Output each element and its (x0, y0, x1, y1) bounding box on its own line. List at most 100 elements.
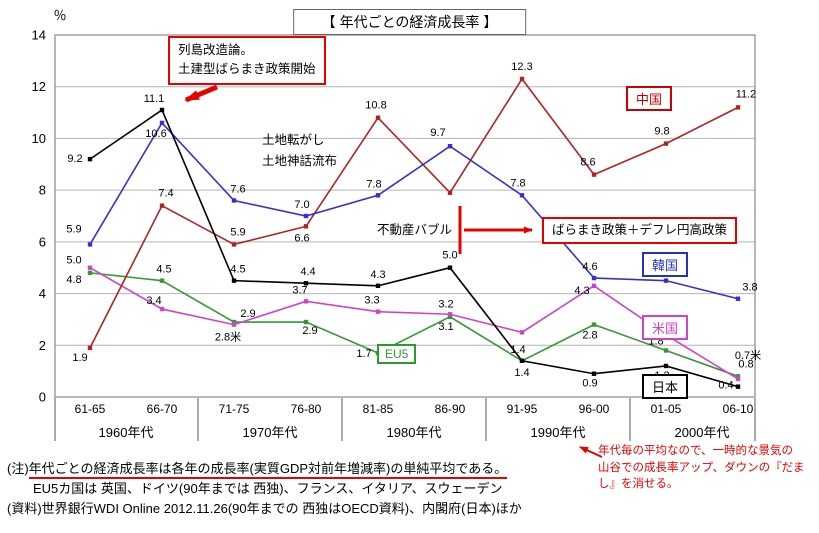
y-tick-label: 6 (39, 234, 46, 249)
note-line-3: (資料)世界銀行WDI Online 2012.11.26(90年までの 西独は… (7, 501, 522, 516)
series-label-japan: 日本 (642, 374, 689, 399)
x-tick-label: 01-05 (651, 402, 682, 416)
chart-title: 【 年代ごとの経済成長率 】 (292, 9, 527, 35)
data-value-label: 3.2 (438, 298, 453, 310)
data-point-日本 (159, 107, 165, 113)
data-value-label: 0.8 (738, 358, 753, 370)
data-value-label: 4.3 (574, 285, 589, 297)
y-tick-label: 10 (32, 131, 46, 146)
data-point-米国 (735, 376, 741, 382)
data-value-label: 10.8 (365, 100, 386, 112)
data-value-label: 5.9 (230, 226, 245, 238)
y-tick-label: 4 (39, 286, 46, 301)
data-value-label: 1.9 (72, 352, 87, 364)
annotation-retto-box: 列島改造論。 土建型ばらまき政策開始 (168, 36, 326, 85)
data-point-韓国 (231, 198, 237, 203)
data-value-label: 4.5 (230, 264, 245, 276)
data-point-日本 (519, 358, 525, 363)
data-point-韓国 (303, 213, 309, 219)
data-value-label: 1.7 (356, 348, 371, 360)
data-value-label: 7.0 (294, 199, 309, 211)
data-point-韓国 (375, 193, 381, 198)
data-point-EU5 (87, 270, 93, 276)
data-value-label: 8.6 (580, 157, 595, 169)
data-value-label: 9.8 (654, 126, 669, 138)
data-value-label: 10.6 (145, 128, 166, 140)
data-value-label: 3.8 (742, 282, 757, 294)
data-value-label: 5.0 (442, 250, 457, 262)
data-point-日本 (231, 278, 237, 283)
data-value-label: 4.6 (582, 261, 597, 273)
data-point-EU5 (303, 319, 309, 325)
data-point-米国 (519, 330, 525, 335)
data-point-日本 (735, 384, 741, 389)
data-value-label: 11.2 (736, 88, 757, 100)
data-value-label: 4.5 (156, 264, 171, 276)
data-point-韓国 (519, 193, 525, 198)
annotation-baramaki-box: ばらまき政策＋デフレ円高政策 (542, 217, 738, 245)
annotation-tochi-korogashi: 土地転がし (262, 133, 325, 147)
handwritten-note-red: 年代毎の平均なので、一時的な景気の 山谷での成長率アップ、ダウンの『だま し』を… (598, 443, 816, 493)
data-point-日本 (591, 371, 597, 376)
decade-label: 1990年代 (531, 425, 586, 440)
x-tick-label: 61-65 (75, 402, 106, 416)
y-tick-label: 0 (39, 390, 46, 405)
plot-border (54, 34, 756, 398)
x-tick-label: 71-75 (219, 402, 250, 416)
data-value-label: 2.9 (240, 308, 255, 320)
data-point-韓国 (735, 296, 741, 301)
x-tick-label: 91-95 (507, 402, 538, 416)
x-tick-label: 81-85 (363, 402, 394, 416)
data-point-中国 (519, 76, 525, 82)
y-tick-label: 8 (39, 183, 46, 198)
data-value-label: 3.4 (146, 295, 161, 307)
data-point-中国 (159, 203, 165, 208)
data-value-label: 7.8 (366, 178, 381, 190)
note-line-1: (注)年代ごとの経済成長率は各年の成長率(実質GDP対前年増減率)の単純平均であ… (7, 459, 522, 479)
data-point-中国 (663, 141, 669, 146)
decade-label: 1980年代 (387, 425, 442, 440)
x-tick-label: 66-70 (147, 402, 178, 416)
series-label-eu5: EU5 (377, 344, 417, 364)
data-point-中国 (303, 224, 309, 229)
series-line-中国 (89, 77, 739, 349)
data-value-label: 7.6 (230, 183, 245, 195)
annotation-retto-line1: 列島改造論。 (178, 43, 254, 57)
data-value-label: 5.0 (66, 255, 81, 267)
data-point-EU5 (159, 278, 165, 283)
data-value-label: 7.4 (158, 188, 173, 200)
data-value-label: 0.9 (582, 378, 597, 390)
data-point-中国 (735, 105, 741, 110)
data-value-label: 5.9 (66, 223, 81, 235)
red-note-line-2: 山谷での成長率アップ、ダウンの『だま (598, 461, 805, 474)
data-point-中国 (591, 172, 597, 177)
data-value-label: 9.2 (67, 153, 82, 165)
data-point-中国 (87, 345, 93, 351)
data-value-label: 3.3 (364, 295, 379, 307)
series-line-日本 (89, 108, 739, 388)
data-point-EU5 (735, 374, 741, 379)
data-value-label: 4.4 (300, 266, 315, 278)
data-point-米国 (87, 265, 93, 270)
y-tick-label: 12 (32, 79, 46, 94)
annotation-retto-line2: 土建型ばらまき政策開始 (178, 62, 316, 77)
data-point-日本 (663, 363, 669, 369)
x-tick-label: 76-80 (291, 402, 322, 416)
data-point-EU5 (591, 322, 597, 327)
y-tick-label: 14 (32, 28, 46, 43)
decade-label: 2000年代 (675, 425, 730, 440)
series-line-EU5 (89, 272, 739, 378)
data-point-米国 (591, 283, 597, 289)
data-point-EU5 (231, 319, 237, 325)
y-tick-label: 2 (39, 338, 46, 353)
decade-label: 1970年代 (243, 425, 298, 440)
data-value-label: 0.7米 (735, 349, 761, 362)
data-value-label: 1.4 (510, 344, 525, 356)
data-value-label: 3.1 (438, 321, 453, 333)
data-point-韓国 (159, 120, 165, 126)
data-point-中国 (375, 115, 381, 120)
x-tick-label: 06-10 (723, 402, 754, 416)
series-label-korea: 韓国 (642, 252, 689, 277)
data-point-韓国 (87, 242, 93, 247)
